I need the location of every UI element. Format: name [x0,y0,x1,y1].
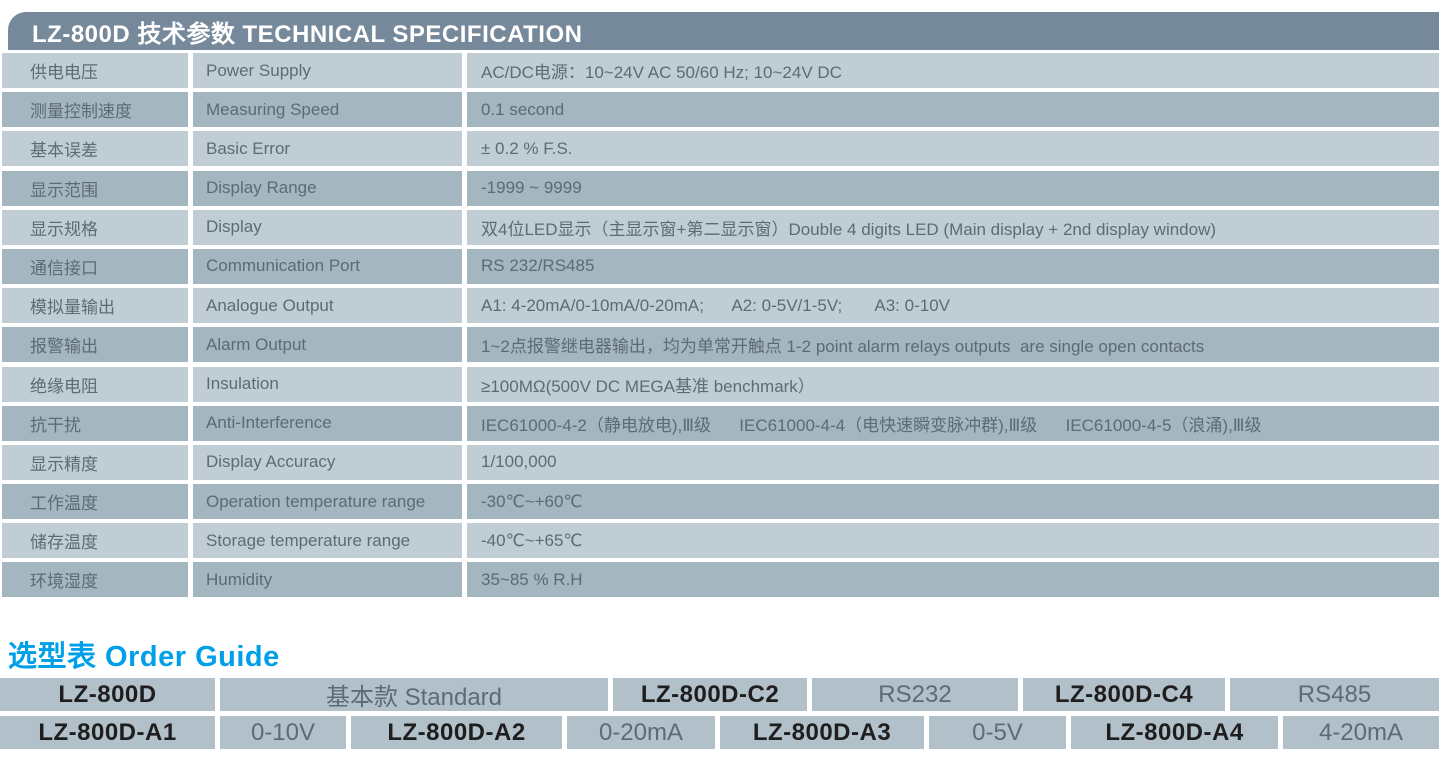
order-guide-title: 选型表 Order Guide [8,641,280,673]
spec-label-en: Display Accuracy [193,444,462,480]
order-desc-4-20ma: 4-20mA [1283,716,1439,749]
spec-label-cn: 测量控制速度 [2,92,188,128]
spec-value: ± 0.2 % F.S. [467,131,1439,167]
spec-label-cn: 通信接口 [2,248,188,284]
spec-row-display-range: 显示范围 Display Range -1999 ~ 9999 [2,170,1439,206]
spec-label-en: Operation temperature range [193,484,462,520]
spec-row-alarm-output: 报警输出 Alarm Output 1~2点报警继电器输出，均为单常开触点 1-… [2,327,1439,363]
spec-label-cn: 供电电压 [2,53,188,88]
spec-label-cn: 报警输出 [2,327,188,363]
order-desc-rs232: RS232 [812,678,1018,711]
spec-value: -1999 ~ 9999 [467,170,1439,206]
spec-row-operation-temperature: 工作温度 Operation temperature range -30℃~+6… [2,484,1439,520]
spec-value: RS 232/RS485 [467,248,1439,284]
order-model-lz800d-a3: LZ-800D-A3 [720,716,924,749]
spec-label-en: Measuring Speed [193,92,462,128]
spec-label-en: Analogue Output [193,288,462,324]
order-model-lz800d: LZ-800D [0,678,215,711]
spec-row-anti-interference: 抗干扰 Anti-Interference IEC61000-4-2（静电放电)… [2,405,1439,441]
spec-row-humidity: 环境湿度 Humidity 35~85 % R.H [2,562,1439,598]
spec-row-power-supply: 供电电压 Power Supply AC/DC电源：10~24V AC 50/6… [2,53,1439,88]
spec-value: ≥100MΩ(500V DC MEGA基准 benchmark） [467,366,1439,402]
spec-row-measuring-speed: 测量控制速度 Measuring Speed 0.1 second [2,92,1439,128]
order-model-lz800d-c2: LZ-800D-C2 [613,678,807,711]
spec-label-en: Humidity [193,562,462,598]
spec-label-en: Alarm Output [193,327,462,363]
spec-header-bar: LZ-800D 技术参数 TECHNICAL SPECIFICATION [8,12,1439,50]
spec-value: 0.1 second [467,92,1439,128]
spec-label-cn: 绝缘电阻 [2,366,188,402]
spec-value: -40℃~+65℃ [467,523,1439,559]
order-guide-table: LZ-800D 基本款 Standard LZ-800D-C2 RS232 LZ… [0,678,1439,754]
order-desc-rs485: RS485 [1230,678,1439,711]
order-desc-0-20ma: 0-20mA [567,716,715,749]
order-desc-standard: 基本款 Standard [220,678,608,711]
spec-row-communication-port: 通信接口 Communication Port RS 232/RS485 [2,248,1439,284]
spec-header-title: LZ-800D 技术参数 TECHNICAL SPECIFICATION [32,20,583,48]
spec-row-basic-error: 基本误差 Basic Error ± 0.2 % F.S. [2,131,1439,167]
spec-label-en: Anti-Interference [193,405,462,441]
spec-label-en: Display Range [193,170,462,206]
spec-label-cn: 模拟量输出 [2,288,188,324]
spec-label-cn: 显示范围 [2,170,188,206]
spec-row-storage-temperature: 储存温度 Storage temperature range -40℃~+65℃ [2,523,1439,559]
spec-value: AC/DC电源：10~24V AC 50/60 Hz; 10~24V DC [467,53,1439,88]
spec-label-en: Display [193,209,462,245]
spec-row-insulation: 绝缘电阻 Insulation ≥100MΩ(500V DC MEGA基准 be… [2,366,1439,402]
spec-label-en: Basic Error [193,131,462,167]
spec-row-display-accuracy: 显示精度 Display Accuracy 1/100,000 [2,444,1439,480]
spec-label-cn: 抗干扰 [2,405,188,441]
spec-row-analogue-output: 模拟量输出 Analogue Output A1: 4-20mA/0-10mA/… [2,288,1439,324]
order-model-lz800d-a4: LZ-800D-A4 [1071,716,1278,749]
order-desc-0-5v: 0-5V [929,716,1066,749]
spec-value: 双4位LED显示（主显示窗+第二显示窗）Double 4 digits LED … [467,209,1439,245]
spec-value: 35~85 % R.H [467,562,1439,598]
spec-label-cn: 显示规格 [2,209,188,245]
technical-specification-table: 供电电压 Power Supply AC/DC电源：10~24V AC 50/6… [2,53,1439,602]
order-model-lz800d-a1: LZ-800D-A1 [0,716,215,749]
spec-label-en: Insulation [193,366,462,402]
spec-label-cn: 基本误差 [2,131,188,167]
spec-value: 1/100,000 [467,444,1439,480]
order-guide-row-1: LZ-800D 基本款 Standard LZ-800D-C2 RS232 LZ… [0,678,1439,711]
spec-label-en: Communication Port [193,248,462,284]
order-desc-0-10v: 0-10V [220,716,346,749]
order-model-lz800d-a2: LZ-800D-A2 [351,716,562,749]
spec-value: A1: 4-20mA/0-10mA/0-20mA; A2: 0-5V/1-5V;… [467,288,1439,324]
spec-label-cn: 显示精度 [2,444,188,480]
spec-row-display: 显示规格 Display 双4位LED显示（主显示窗+第二显示窗）Double … [2,209,1439,245]
spec-value: -30℃~+60℃ [467,484,1439,520]
spec-label-en: Storage temperature range [193,523,462,559]
spec-label-cn: 储存温度 [2,523,188,559]
spec-label-en: Power Supply [193,53,462,88]
spec-value: IEC61000-4-2（静电放电),Ⅲ级 IEC61000-4-4（电快速瞬变… [467,405,1439,441]
spec-label-cn: 环境湿度 [2,562,188,598]
spec-label-cn: 工作温度 [2,484,188,520]
spec-value: 1~2点报警继电器输出，均为单常开触点 1-2 point alarm rela… [467,327,1439,363]
order-model-lz800d-c4: LZ-800D-C4 [1023,678,1225,711]
order-guide-row-2: LZ-800D-A1 0-10V LZ-800D-A2 0-20mA LZ-80… [0,716,1439,749]
